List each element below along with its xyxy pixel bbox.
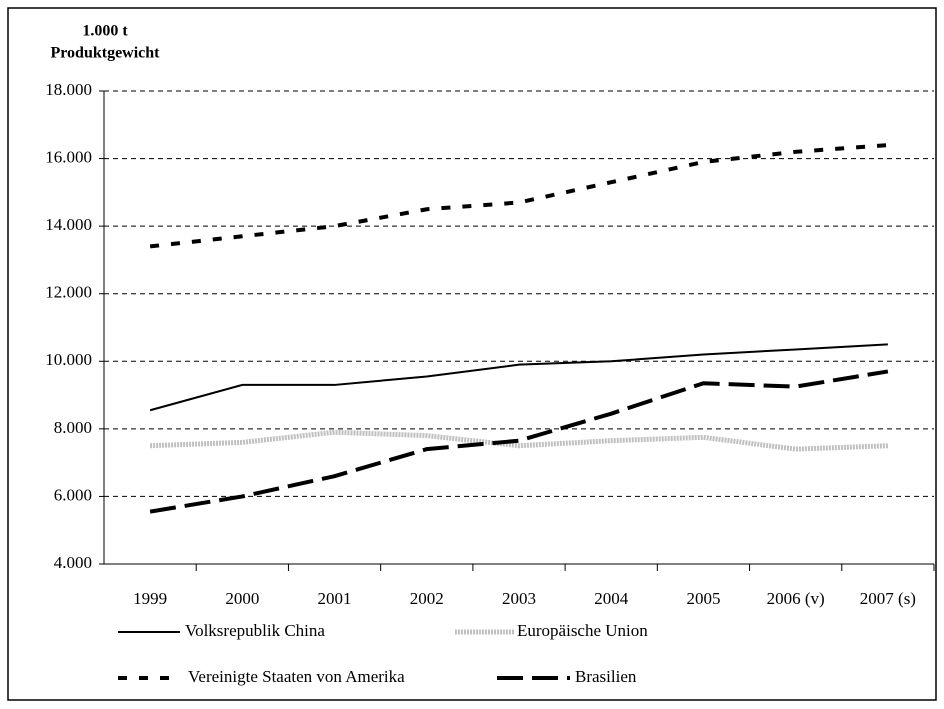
legend-label: Volksrepublik China (185, 621, 325, 640)
x-tick-label: 2004 (594, 589, 629, 608)
y-axis-label: 1.000 t (82, 23, 128, 40)
y-tick-label: 8.000 (54, 418, 92, 437)
y-tick-label: 6.000 (54, 485, 92, 504)
x-tick-label: 2005 (686, 589, 720, 608)
x-tick-label: 2003 (502, 589, 536, 608)
chart-frame (7, 7, 937, 701)
y-axis-label: Produktgewicht (50, 45, 160, 62)
legend-label: Europäische Union (517, 621, 648, 640)
series-line (149, 343, 888, 412)
x-tick-label: 1999 (133, 589, 167, 608)
y-tick-label: 18.000 (45, 80, 92, 99)
y-tick-label: 4.000 (54, 553, 92, 572)
x-tick-label: 2000 (225, 589, 259, 608)
y-tick-label: 14.000 (45, 215, 92, 234)
y-tick-label: 12.000 (45, 283, 92, 302)
y-tick-label: 10.000 (45, 350, 92, 369)
legend-label: Vereinigte Staaten von Amerika (188, 667, 405, 686)
x-tick-label: 2007 (s) (860, 589, 916, 608)
x-tick-label: 2002 (410, 589, 444, 608)
y-tick-label: 16.000 (45, 147, 92, 166)
series-line (149, 369, 889, 514)
series-line (150, 429, 888, 452)
legend-label: Brasilien (575, 667, 637, 686)
x-tick-label: 2001 (318, 589, 352, 608)
x-tick-label: 2006 (v) (767, 589, 825, 608)
